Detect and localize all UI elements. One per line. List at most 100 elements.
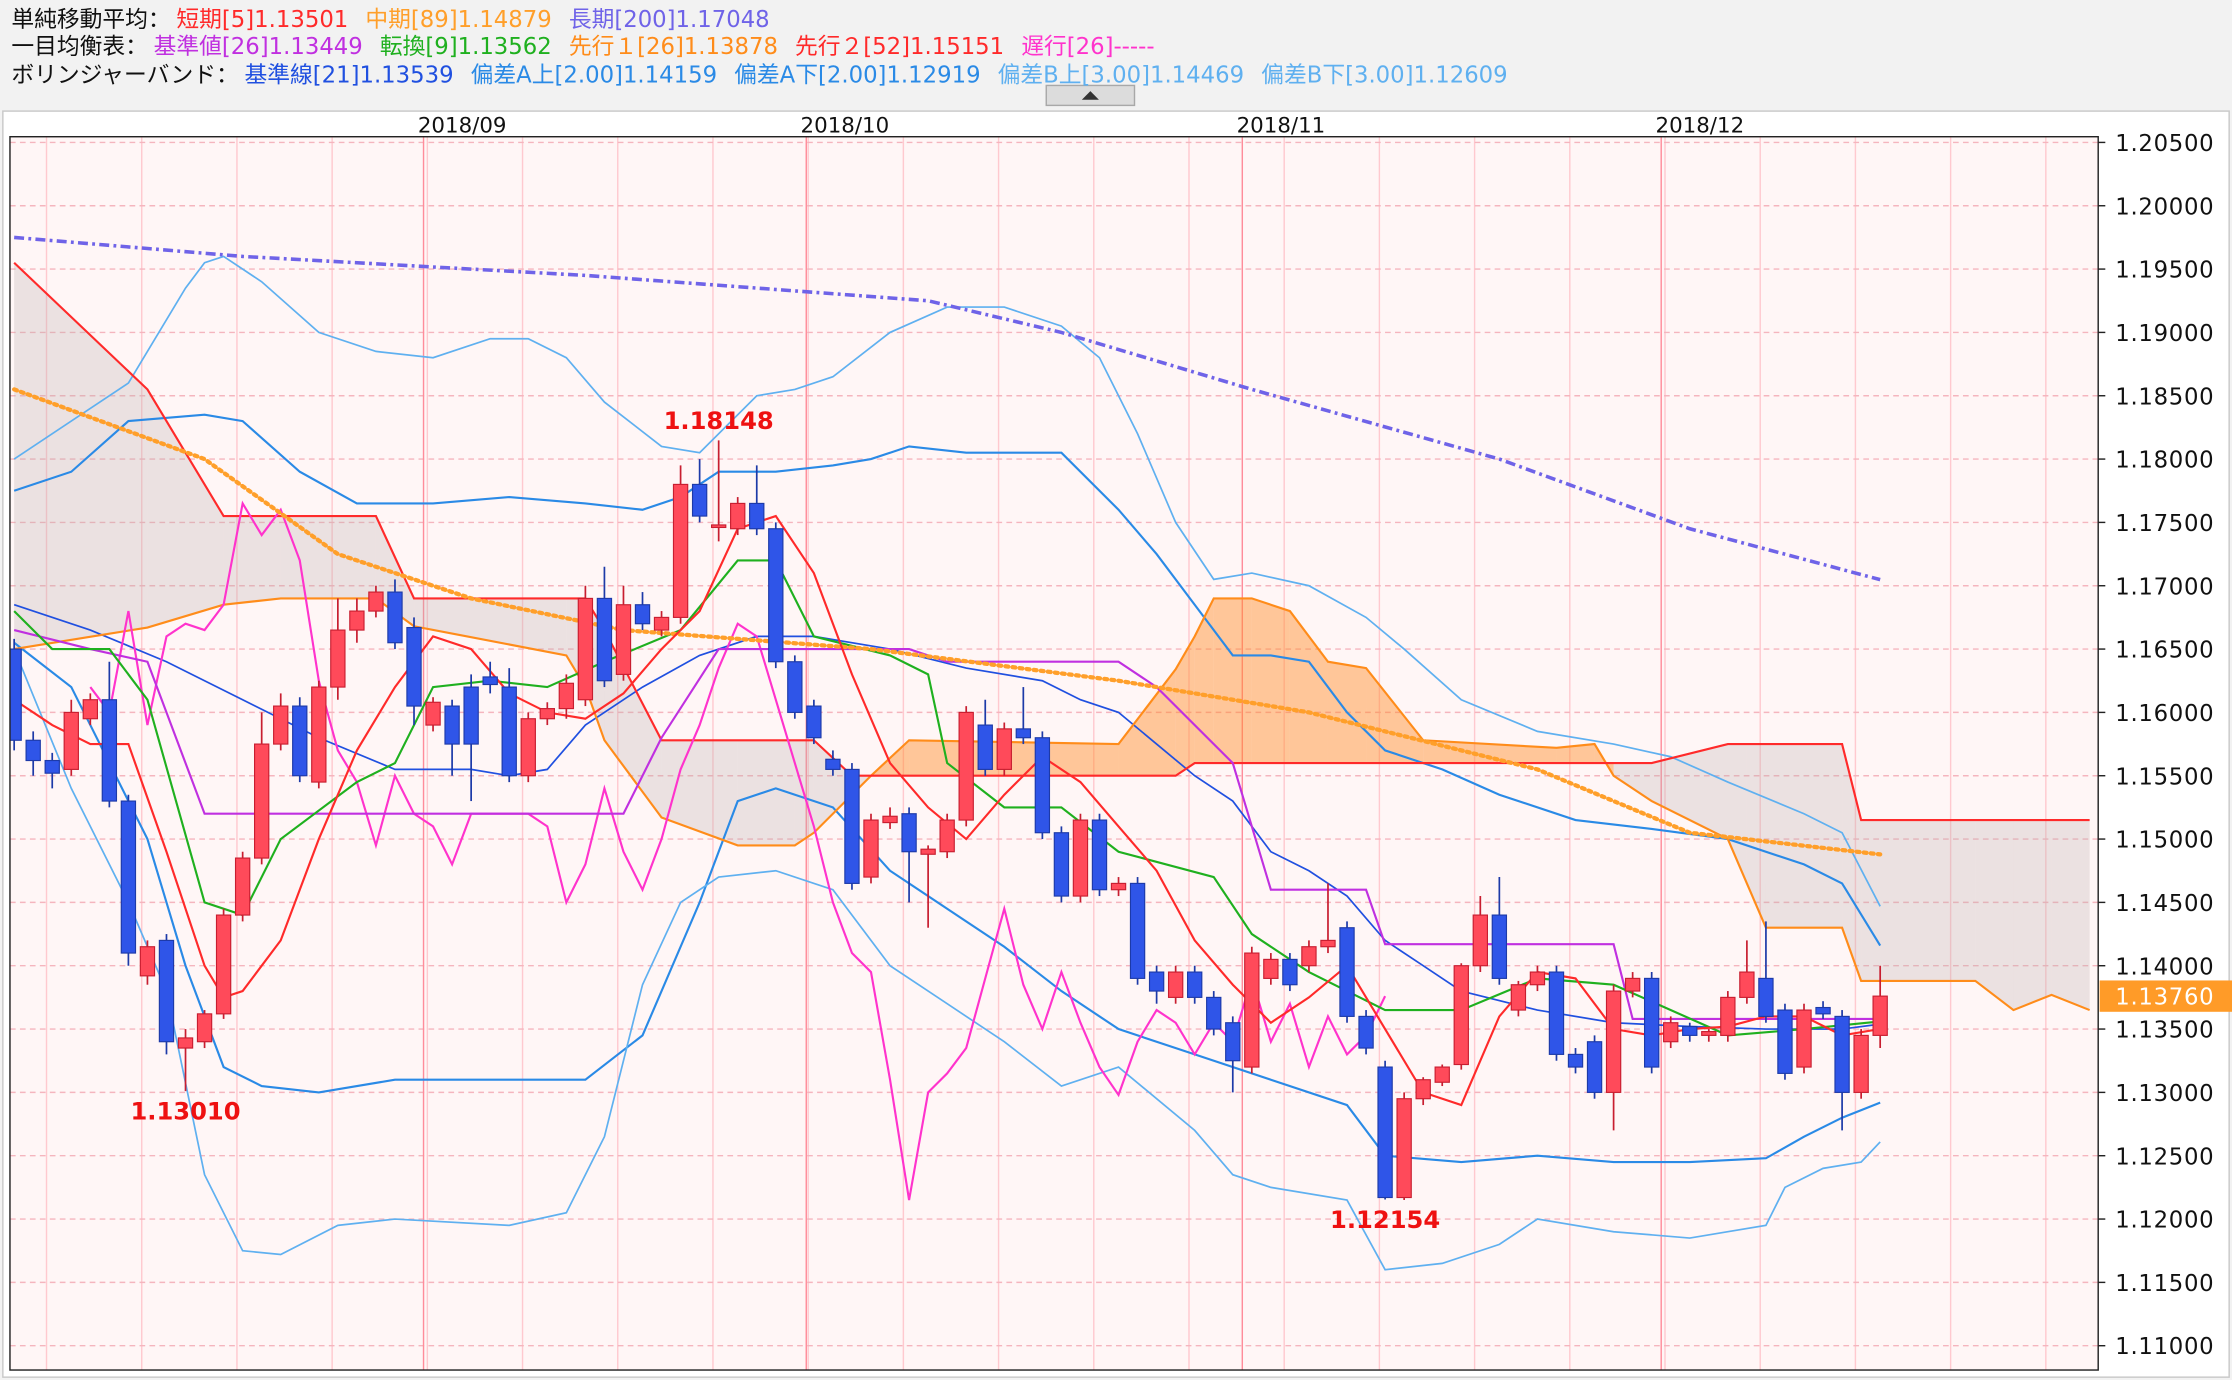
y-tick-label: 1.17500	[2115, 511, 2214, 537]
candle-body	[1167, 971, 1184, 998]
candle-body	[1567, 1053, 1584, 1068]
candle-body	[1015, 728, 1032, 739]
y-tick-label: 1.11500	[2115, 1271, 2214, 1297]
button-arrow	[1081, 91, 1099, 100]
candle-body	[710, 524, 727, 529]
candles	[9, 440, 1888, 1201]
candle-body	[1110, 882, 1127, 891]
candle-body	[1434, 1066, 1450, 1083]
x-tick-label: 2018/11	[1237, 113, 1326, 138]
legend: 単純移動平均： 短期[5]1.13501 中期[89]1.14879 長期[200]1…	[11, 7, 1507, 89]
cloud-fill	[1651, 744, 1728, 840]
candle-body	[463, 686, 479, 745]
candle-body	[349, 610, 365, 631]
cloud-fill	[1175, 636, 1195, 776]
cloud-fill	[147, 389, 224, 628]
candle-body	[1282, 958, 1298, 986]
candle-body	[1796, 1009, 1812, 1068]
y-tick-label: 1.19500	[2115, 258, 2214, 284]
indicator-line	[14, 235, 1881, 582]
cloud-fill	[909, 740, 1119, 776]
candle-body	[234, 857, 251, 916]
candle-body	[311, 686, 327, 783]
legend-entry: 中期[89]1.14879	[365, 7, 551, 33]
labels: 1.20500 1.20000 1.19500 1.19000 1.18500 1.180…	[130, 113, 2232, 1360]
candle-body	[1491, 914, 1508, 979]
legend-entry: 偏差A上[2.00]1.14159	[471, 63, 717, 89]
indicator-line	[13, 261, 2090, 822]
candle-body	[768, 528, 784, 663]
cloud-fill	[1423, 740, 1557, 764]
grid	[9, 136, 2099, 1371]
candle-body	[596, 597, 613, 682]
candle-body	[1415, 1079, 1431, 1100]
plot-border	[9, 136, 2099, 1371]
candle-body	[1187, 971, 1203, 998]
candle-body	[634, 604, 651, 625]
cloud-fill	[1975, 820, 2014, 1011]
candle-body	[63, 711, 79, 770]
legend-entry: 遅行[26]-----	[1021, 34, 1154, 60]
candle-body	[1244, 952, 1260, 1068]
legend-entry: 偏差A下[2.00]1.12919	[734, 63, 980, 89]
candle-body	[25, 739, 41, 762]
candle-body	[273, 705, 289, 745]
candle-body	[406, 626, 422, 707]
legend-row: ボリンジャーバンド： 基準線[21]1.13539 偏差A上[2.00]1.1415…	[11, 63, 1507, 89]
cloud-fill	[737, 740, 795, 846]
candle-body	[196, 1013, 213, 1043]
candle-body	[1053, 832, 1070, 897]
x-tick-label: 2018/09	[418, 113, 507, 138]
cloud-fill	[661, 740, 738, 846]
legend-entry: 短期[5]1.13501	[176, 7, 348, 33]
candle-body	[253, 743, 270, 859]
cloud-fill	[1613, 763, 1652, 802]
candle-body	[1129, 882, 1146, 979]
y-tick-label: 1.15000	[2115, 828, 2214, 854]
candle-body	[215, 914, 232, 1015]
candle-body	[1396, 1098, 1412, 1199]
candle-body	[1091, 819, 1108, 891]
candle-body	[1758, 977, 1774, 1017]
cloud-fill	[2051, 820, 2090, 1011]
candle-body	[9, 648, 22, 741]
candle-body	[1320, 939, 1336, 948]
candle-body	[330, 629, 346, 688]
candle-body	[1720, 996, 1736, 1036]
indicator-line	[13, 413, 1882, 947]
candle-body	[1453, 965, 1469, 1066]
candle-body	[1510, 984, 1527, 1011]
candle-body	[577, 597, 594, 701]
candle-body	[1072, 819, 1089, 897]
candle-body	[1739, 971, 1755, 998]
candle-body	[1624, 977, 1641, 992]
candle-body	[882, 815, 898, 824]
legend-title: 一目均衡表：	[11, 34, 148, 60]
y-tick-label: 1.18500	[2115, 384, 2214, 410]
candle-body	[558, 682, 575, 710]
y-tick-label: 1.16000	[2115, 701, 2214, 727]
collapse-button[interactable]	[1045, 84, 1136, 107]
candle-body	[920, 848, 936, 855]
legend-title: 単純移動平均：	[11, 7, 170, 33]
candle-body	[1701, 1031, 1717, 1036]
candle-body	[520, 718, 536, 777]
legend-row: 一目均衡表： 基準値[26]1.13449 転換[9]1.13562 先行１[26]1…	[11, 34, 1154, 60]
candle-body	[653, 616, 670, 631]
y-tick-label: 1.18000	[2115, 448, 2214, 474]
legend-entry: 先行２[52]1.15151	[795, 34, 1004, 60]
candle-body	[1834, 1015, 1850, 1093]
y-tick-label: 1.12000	[2115, 1208, 2214, 1234]
extreme-label: 1.12154	[1330, 1206, 1440, 1234]
y-tick-label: 1.11000	[2115, 1334, 2214, 1360]
y-tick-label: 1.12500	[2115, 1144, 2214, 1170]
candle-body	[806, 705, 822, 739]
indicator-line	[13, 648, 1881, 1271]
candle-body	[825, 758, 841, 770]
legend-entry: 基準値[26]1.13449	[154, 34, 363, 60]
candle-body	[82, 699, 99, 720]
legend-entry: 転換[9]1.13562	[380, 34, 552, 60]
cloud-fill	[1765, 744, 1843, 928]
candle-body	[368, 591, 384, 612]
indicator-line	[13, 597, 2091, 1012]
